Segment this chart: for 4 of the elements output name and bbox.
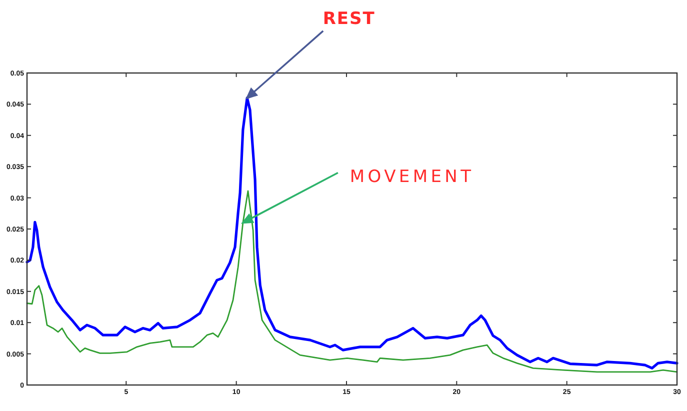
annotation: MOVEMENT xyxy=(350,166,474,187)
line-series xyxy=(26,96,678,370)
annotation: REST xyxy=(322,8,376,29)
line-series xyxy=(26,190,678,373)
